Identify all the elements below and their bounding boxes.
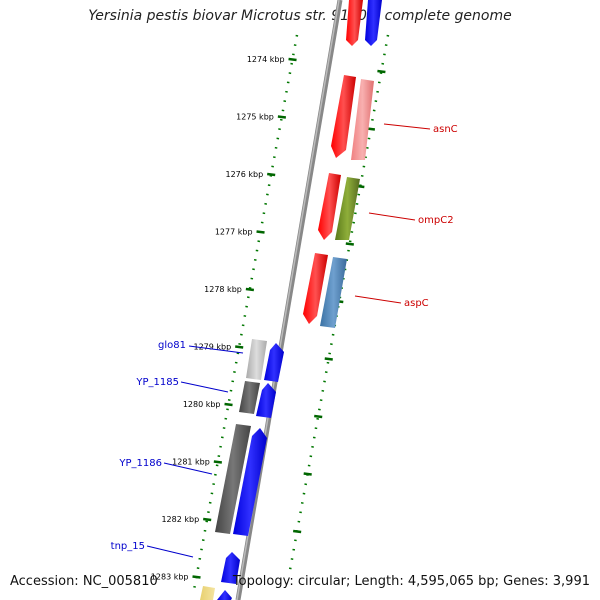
tick-label: 1281 kbp — [172, 458, 210, 467]
gene-feature-blue — [221, 552, 240, 584]
gene-feature-blue — [365, 0, 382, 46]
gene-feature-red — [346, 0, 363, 46]
tick-mark-left — [256, 230, 265, 234]
tick-mark-right — [377, 69, 386, 74]
tick-mark-left — [245, 287, 255, 292]
tick-mark-left — [288, 57, 297, 62]
genome-backbone — [235, 0, 343, 600]
tick-label: 1275 kbp — [236, 113, 274, 122]
tick-mark-right — [314, 414, 323, 419]
gene-label-glo81[interactable]: glo81 — [158, 340, 186, 351]
gene-feature-olive — [335, 177, 360, 240]
gene-label-yp-1185[interactable]: YP_1185 — [135, 377, 179, 388]
gene-label-asnc[interactable]: asnC — [433, 124, 458, 135]
tick-label: 1283 kbp — [151, 573, 189, 582]
gene-feature-red — [303, 253, 328, 324]
gene-label-yp-1186[interactable]: YP_1186 — [118, 458, 162, 469]
tick-label: 1277 kbp — [215, 228, 253, 237]
tick-label: 1276 kbp — [226, 170, 264, 179]
gene-feature-dark-gray — [239, 381, 260, 414]
tick-label: 1279 kbp — [193, 343, 231, 352]
tick-mark-left — [277, 115, 287, 119]
tick-mark-left — [267, 172, 276, 177]
tick-mark-right — [303, 472, 312, 476]
gene-feature-blue — [264, 343, 284, 382]
tick-label: 1280 kbp — [183, 400, 221, 409]
gene-feature-steel — [320, 257, 347, 328]
tick-label: 1278 kbp — [204, 285, 242, 294]
gene-label-lines — [146, 123, 431, 558]
gene-feature-red — [331, 75, 356, 158]
gene-feature-light-gray — [246, 339, 267, 380]
tick-label: 1274 kbp — [247, 55, 285, 64]
tick-mark-left — [203, 517, 212, 522]
gene-features — [200, 0, 382, 600]
tick-mark-left — [224, 402, 233, 407]
tick-mark-right — [292, 529, 302, 534]
tick-mark-left — [213, 460, 223, 464]
gene-label-tnp-15[interactable]: tnp_15 — [111, 541, 145, 552]
tick-mark-right — [345, 242, 354, 246]
accession-label: Accession: NC_005810 — [10, 574, 158, 589]
gene-label-ompc2[interactable]: ompC2 — [418, 215, 454, 226]
gene-feature-blue — [256, 383, 276, 418]
gene-label-aspc[interactable]: aspC — [404, 298, 429, 309]
gene-feature-blue — [233, 428, 267, 536]
tick-mark-left — [192, 575, 201, 579]
gene-labels: asnC ompC2 aspC glo81 YP_1185 YP_1186 tn… — [111, 124, 458, 552]
tick-label: 1282 kbp — [161, 515, 199, 524]
tick-mark-left — [235, 345, 244, 349]
tick-marks: 1274 kbp 1275 kbp 1276 kbp 1277 kbp 1278 kbp… — [151, 55, 386, 582]
tick-mark-right — [324, 357, 333, 361]
map-title: Yersinia pestis biovar Microtus str. 910… — [88, 8, 512, 24]
genome-summary: Topology: circular; Length: 4,595,065 bp… — [232, 574, 590, 589]
gene-feature-salmon — [351, 79, 374, 160]
gene-feature-dark-gray — [215, 424, 251, 534]
gene-feature-blue — [217, 590, 232, 600]
gene-feature-yellow — [200, 586, 215, 600]
gene-feature-red — [318, 173, 341, 240]
